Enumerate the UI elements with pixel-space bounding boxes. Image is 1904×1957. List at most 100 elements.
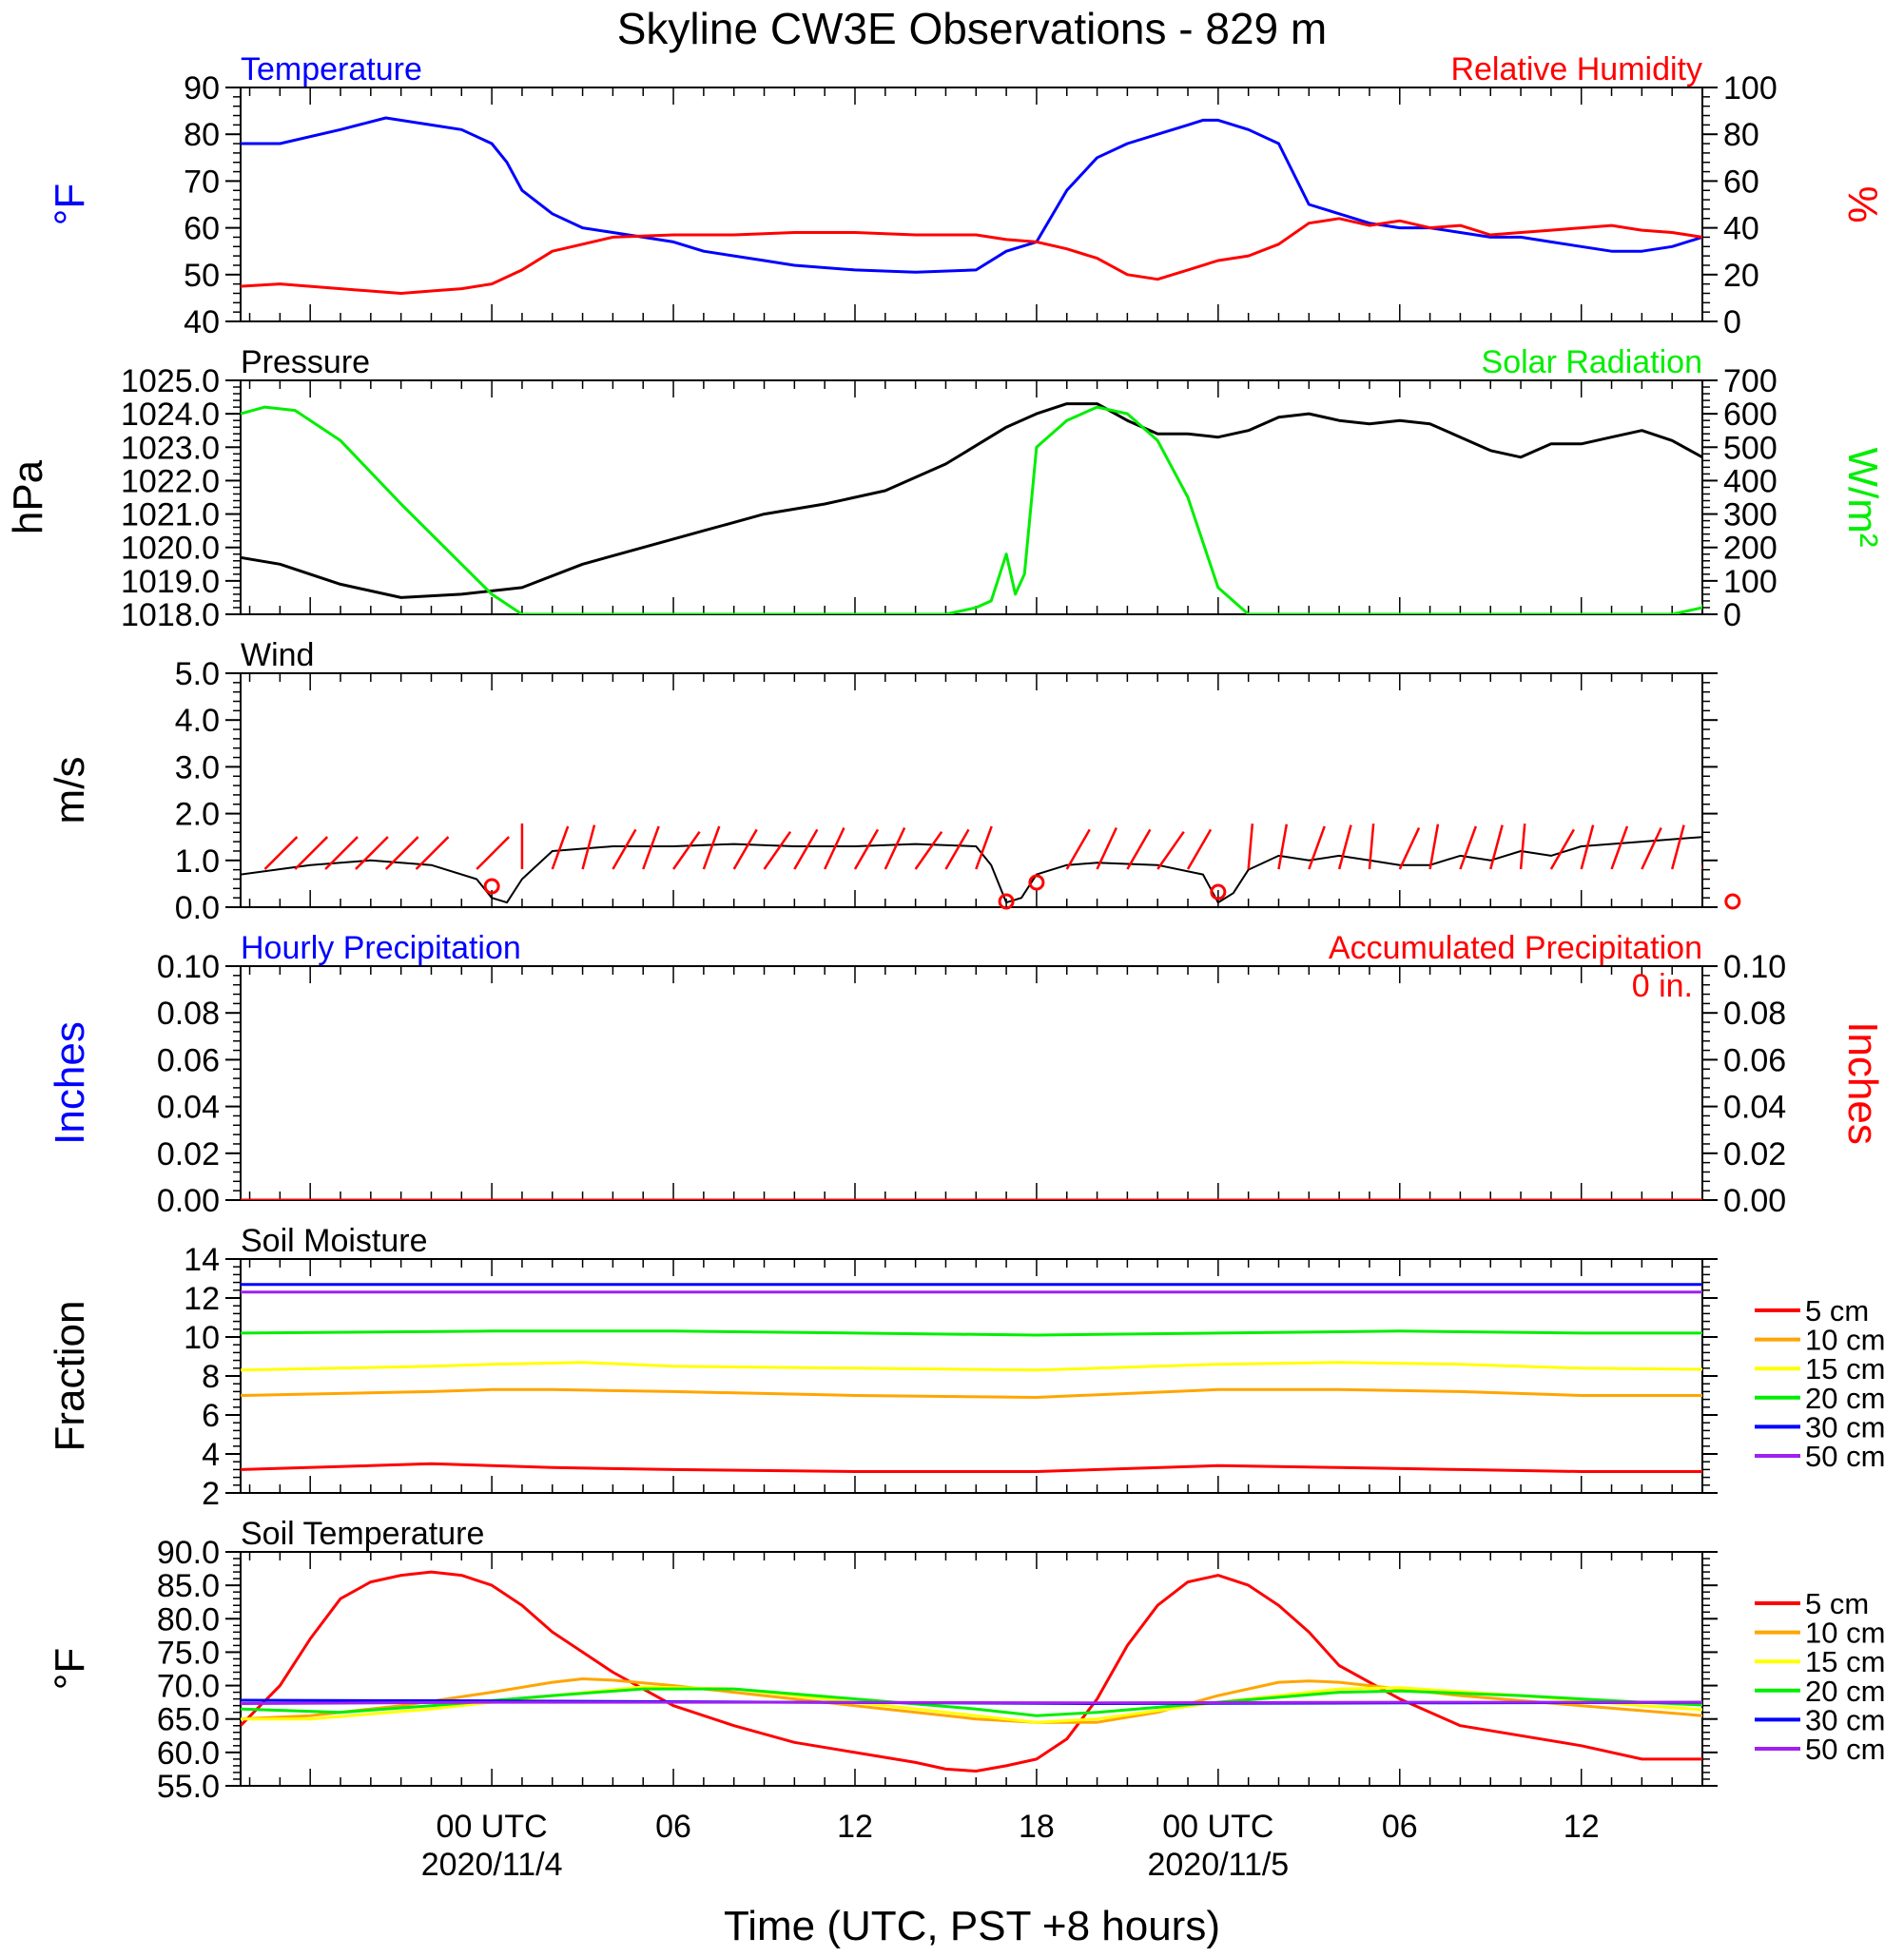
- x-date-label: 2020/11/4: [421, 1847, 563, 1883]
- x-tick-label: 12: [1564, 1809, 1600, 1845]
- panel-title-left: Hourly Precipitation: [241, 930, 521, 966]
- panel-pressure_solar: 1018.01019.01020.01021.01022.01023.01024…: [5, 344, 1886, 633]
- panel-wind: 0.0 1.0 2.0 3.0 4.0 5.0 Wind m/s: [47, 637, 1741, 926]
- y-right-tick-label: 20: [1723, 258, 1759, 294]
- y-left-tick-label: 0.06: [157, 1042, 220, 1078]
- calm-wind-circle: [1028, 874, 1045, 891]
- legend-label: 50 cm: [1805, 1440, 1885, 1473]
- y-left-tick-label: 50: [184, 258, 220, 294]
- y-right-tick-label: 0.06: [1723, 1042, 1786, 1078]
- legend-label: 30 cm: [1805, 1410, 1885, 1444]
- y-right-tick-label: 300: [1723, 497, 1778, 533]
- y-left-tick-label: 6: [202, 1398, 220, 1434]
- y-left-axis-label: °F: [47, 184, 93, 225]
- y-right-tick-label: 0.10: [1723, 949, 1786, 985]
- panel-soil_temp: 55.060.065.070.075.080.085.090.0 Soil Tem…: [47, 1516, 1885, 1805]
- y-left-tick-label: 1019.0: [121, 564, 220, 600]
- panel-title-right: Relative Humidity: [1450, 51, 1702, 87]
- legend-label: 10 cm: [1805, 1617, 1885, 1650]
- y-right-axis-label: W/m²: [1839, 447, 1886, 547]
- series-temperature: [241, 116, 1702, 274]
- y-right-tick-label: 0: [1723, 304, 1741, 340]
- wind-barb: [1126, 828, 1152, 870]
- wind-barb: [1580, 824, 1595, 870]
- wind-barb: [1096, 826, 1117, 870]
- wind-barb: [1428, 823, 1440, 870]
- wind-barb: [324, 836, 359, 870]
- y-left-tick-label: 1020.0: [121, 531, 220, 567]
- y-right-axis-label: %: [1839, 185, 1886, 223]
- legend-label: 30 cm: [1805, 1703, 1885, 1736]
- series-15-cm: [241, 1361, 1702, 1372]
- wind-barb: [944, 828, 970, 870]
- plot-frame-wind: [240, 672, 1703, 908]
- panel-title-left: Pressure: [241, 344, 370, 380]
- precip-total-annotation: 0 in.: [1632, 968, 1693, 1004]
- wind-barb: [263, 836, 299, 870]
- wind-barb: [732, 828, 758, 870]
- wind-barb: [1337, 824, 1352, 870]
- y-left-axis-label: Fraction: [47, 1301, 93, 1452]
- y-left-tick-label: 4: [202, 1437, 220, 1473]
- y-right-tick-label: 0: [1723, 597, 1741, 633]
- y-left-tick-label: 1.0: [175, 843, 220, 880]
- y-left-tick-label: 0.08: [157, 996, 220, 1032]
- y-right-tick-label: 400: [1723, 463, 1778, 499]
- y-left-tick-label: 80: [184, 117, 220, 153]
- series-wind: [241, 836, 1702, 904]
- wind-barb: [763, 830, 792, 870]
- y-right-axis-label: Inches: [1839, 1021, 1886, 1145]
- legend-label: 15 cm: [1805, 1352, 1885, 1385]
- wind-barb: [1670, 824, 1685, 870]
- panel-title-right: Solar Radiation: [1482, 344, 1702, 380]
- panel-title-left: Soil Temperature: [241, 1516, 484, 1552]
- y-left-tick-label: 55.0: [157, 1769, 220, 1805]
- wind-barb: [476, 836, 511, 870]
- y-left-tick-label: 60: [184, 211, 220, 247]
- legend-label: 10 cm: [1805, 1324, 1885, 1357]
- wind-barb: [1186, 828, 1213, 870]
- y-left-tick-label: 0.02: [157, 1136, 220, 1172]
- wind-barb: [853, 828, 880, 870]
- calm-wind-circle: [1724, 893, 1741, 910]
- wind-barb: [884, 826, 906, 870]
- wind-barb: [355, 836, 389, 870]
- x-tick-label: 00 UTC: [1162, 1809, 1273, 1845]
- x-tick-label: 18: [1019, 1809, 1055, 1845]
- y-left-tick-label: 85.0: [157, 1568, 220, 1604]
- series-relative-humidity: [241, 217, 1702, 295]
- x-axis-label: Time (UTC, PST +8 hours): [724, 1903, 1220, 1949]
- y-left-axis-label: °F: [47, 1648, 93, 1690]
- y-left-tick-label: 70: [184, 164, 220, 200]
- wind-barb: [415, 836, 450, 870]
- y-right-tick-label: 0.00: [1723, 1183, 1786, 1219]
- y-left-tick-label: 75.0: [157, 1635, 220, 1671]
- series-5-cm: [241, 1570, 1702, 1773]
- y-left-tick-label: 8: [202, 1359, 220, 1395]
- plot-frame-temp_rh: [240, 87, 1703, 322]
- y-right-tick-label: 100: [1723, 70, 1778, 107]
- y-left-tick-label: 1018.0: [121, 597, 220, 633]
- calm-wind-circle: [483, 878, 500, 895]
- wind-barb: [612, 828, 637, 870]
- wind-barb: [1308, 825, 1326, 870]
- wind-barb: [384, 836, 419, 870]
- wind-barb: [1398, 826, 1421, 870]
- y-left-axis-label: m/s: [47, 757, 93, 824]
- y-left-tick-label: 1025.0: [121, 363, 220, 399]
- wind-barb: [914, 830, 943, 870]
- y-right-tick-label: 700: [1723, 363, 1778, 399]
- y-left-tick-label: 5.0: [175, 656, 220, 692]
- y-right-tick-label: 40: [1723, 211, 1759, 247]
- panel-title-right: Accumulated Precipitation: [1329, 930, 1702, 966]
- wind-barb: [1459, 825, 1478, 870]
- y-left-tick-label: 1021.0: [121, 497, 220, 533]
- legend-label: 20 cm: [1805, 1382, 1885, 1415]
- y-left-tick-label: 3.0: [175, 749, 220, 785]
- y-left-tick-label: 2: [202, 1476, 220, 1512]
- y-left-tick-label: 90.0: [157, 1535, 220, 1571]
- wind-barb: [975, 825, 993, 870]
